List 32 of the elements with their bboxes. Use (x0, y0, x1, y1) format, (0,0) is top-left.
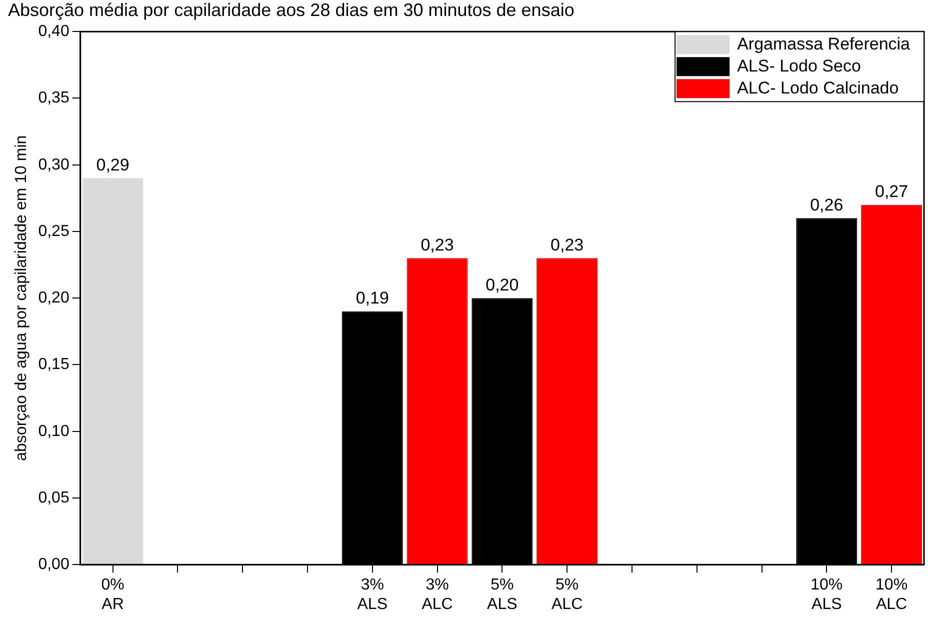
data-label: 0,23 (420, 235, 454, 254)
x-tick-label: 3% ALC (422, 576, 453, 613)
x-tick-label: 0% AR (101, 576, 124, 613)
bar (861, 204, 922, 564)
data-label: 0,20 (486, 275, 519, 294)
data-label: 0,29 (96, 155, 130, 174)
y-tick-label: 0,20 (38, 290, 70, 307)
y-tick-label: 0,15 (38, 356, 70, 374)
legend-label: Argamassa Referencia (737, 34, 911, 54)
legend-label: ALS- Lodo Seco (737, 56, 861, 76)
chart-title: Absorção média por capilaridade aos 28 dias em 30 minutos de ensaio (8, 0, 574, 20)
x-tick-label: 3% ALS (357, 576, 388, 613)
data-label: 0,23 (550, 235, 584, 254)
x-tick-label: 10% ALS (810, 576, 843, 613)
x-tick-label: 5% ALC (552, 576, 583, 613)
data-label: 0,26 (810, 195, 844, 214)
y-tick-label: 0,30 (38, 156, 70, 174)
data-label: 0,27 (875, 182, 908, 202)
y-tick-label: 0,10 (38, 422, 70, 440)
bar (82, 178, 144, 564)
legend-label: ALC- Lodo Calcinado (737, 78, 899, 98)
bar (536, 258, 598, 564)
y-tick-label: 0,35 (38, 90, 70, 107)
bar (406, 258, 468, 564)
y-tick-label: 0,40 (38, 23, 70, 40)
y-tick-label: 0,25 (38, 222, 70, 240)
x-tick-label: 5% ALS (487, 576, 518, 613)
y-tick-label: 0,00 (38, 556, 70, 574)
data-label: 0,19 (356, 288, 389, 308)
x-tick-label: 10% ALC (876, 576, 908, 613)
y-tick-label: 0,05 (38, 489, 70, 506)
y-axis-title: absorçao de agua por capilaridade em 10 min (13, 135, 30, 461)
